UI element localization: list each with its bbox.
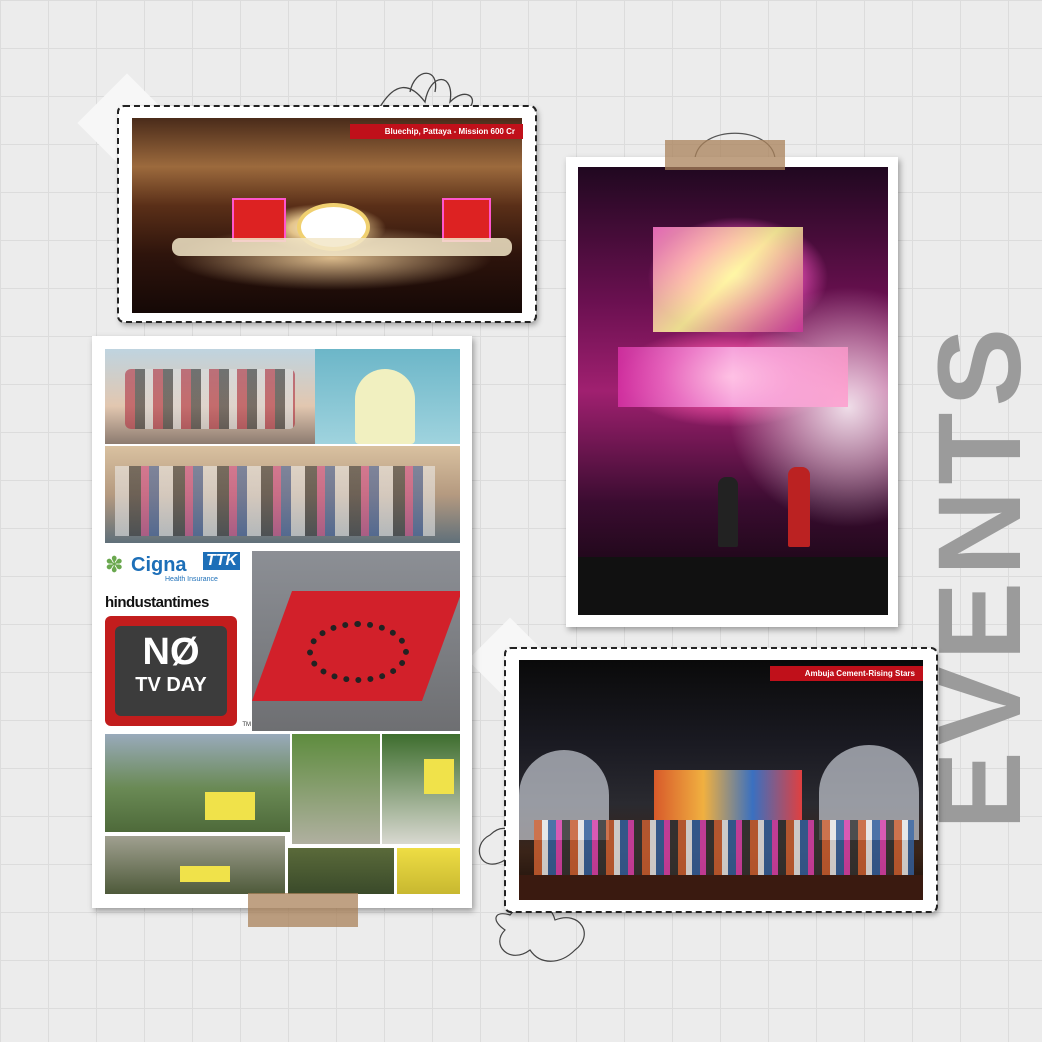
photo-frame-concert bbox=[566, 157, 898, 627]
cigna-brand: Cigna bbox=[131, 554, 187, 576]
outdoor-photo-3 bbox=[382, 734, 460, 844]
performer bbox=[788, 467, 810, 547]
outdoor-photo-1 bbox=[105, 734, 290, 832]
bluechip-event-photo bbox=[132, 118, 522, 313]
cigna-subtitle: Health Insurance bbox=[165, 576, 218, 583]
no-tv-line1: NØ bbox=[142, 631, 200, 673]
ttk-brand: TTK bbox=[203, 552, 241, 570]
ambuja-caption: Ambuja Cement-Rising Stars bbox=[770, 666, 923, 681]
mall-activation-photo-3 bbox=[105, 446, 460, 543]
no-tv-line2: TV DAY bbox=[135, 674, 207, 696]
page-heading: EVENTS bbox=[914, 321, 1042, 830]
outdoor-photo-4 bbox=[105, 836, 285, 894]
stage-screen-left bbox=[232, 198, 286, 242]
photo-frame-ambuja: Ambuja Cement-Rising Stars bbox=[504, 647, 938, 913]
tape-strip bbox=[665, 140, 785, 170]
performers-group bbox=[534, 820, 914, 875]
stage-screen bbox=[654, 770, 802, 820]
bluechip-caption: Bluechip, Pattaya - Mission 600 Cr bbox=[350, 124, 523, 139]
banquet-tables bbox=[172, 238, 512, 256]
no-tv-day-event-photo bbox=[252, 551, 460, 731]
no-tv-day-screen: NØ TV DAY bbox=[115, 626, 227, 716]
performer bbox=[718, 477, 738, 547]
tape-strip bbox=[248, 893, 358, 927]
tree-icon: ✽ bbox=[105, 552, 124, 577]
outdoor-photo-6 bbox=[397, 848, 460, 894]
cigna-logo: ✽ Cigna TTK Health Insurance bbox=[105, 548, 245, 588]
banner bbox=[424, 759, 454, 794]
crowd bbox=[115, 466, 435, 536]
mall-activation-photo-1 bbox=[105, 349, 315, 444]
outdoor-photo-2 bbox=[292, 734, 380, 844]
ht-brand: hindustantimes bbox=[105, 594, 209, 611]
led-screen-top bbox=[653, 227, 803, 332]
banner bbox=[205, 792, 255, 820]
concert-stage-photo bbox=[578, 167, 888, 615]
hindustan-times-logo: hindustantimes bbox=[105, 594, 237, 616]
no-tv-day-logo: NØ TV DAY TM bbox=[105, 616, 251, 728]
outdoor-photo-5 bbox=[288, 848, 394, 894]
stage-floor bbox=[519, 875, 923, 900]
mall-activation-photo-2 bbox=[315, 349, 460, 444]
flower-doodle-top bbox=[379, 72, 474, 108]
participant bbox=[355, 369, 415, 444]
trademark: TM bbox=[242, 722, 251, 728]
banner bbox=[180, 866, 230, 882]
seated-circle bbox=[307, 621, 409, 683]
photo-frame-bluechip: Bluechip, Pattaya - Mission 600 Cr bbox=[117, 105, 537, 323]
crowd bbox=[125, 369, 295, 429]
stage-floor bbox=[578, 557, 888, 615]
stage-screen-right bbox=[442, 198, 491, 242]
ambuja-event-photo bbox=[519, 660, 923, 900]
photo-frame-collage: ✽ Cigna TTK Health Insurance hindustanti… bbox=[92, 336, 472, 908]
led-screen-wide bbox=[618, 347, 848, 407]
